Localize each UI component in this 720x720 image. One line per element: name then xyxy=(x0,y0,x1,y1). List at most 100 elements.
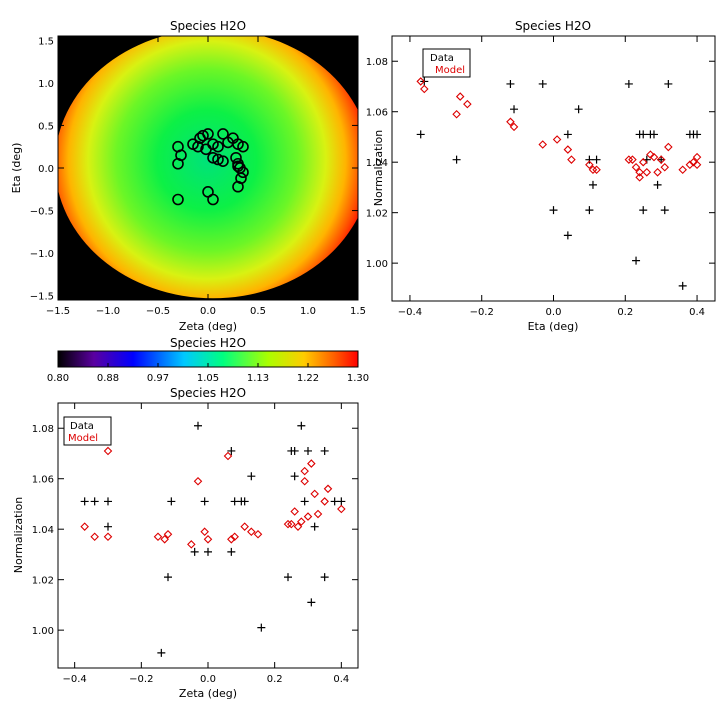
eta-model-point xyxy=(588,165,598,175)
eta-y-tick-label: 1.04 xyxy=(366,158,388,169)
eta-data-point xyxy=(563,130,572,139)
eta-model-point xyxy=(552,135,562,144)
map-point xyxy=(207,193,219,206)
zeta-model-point xyxy=(320,497,329,506)
map-x-tick-label: 0.5 xyxy=(250,306,266,317)
eta-model-point xyxy=(660,162,670,172)
eta-model-point xyxy=(638,157,648,167)
eta-model-point xyxy=(628,155,637,164)
map-point xyxy=(212,153,224,166)
map-y-tick-label: −1.0 xyxy=(30,249,54,260)
eta-model-point xyxy=(463,99,472,109)
eta-y-tick-label: 1.02 xyxy=(366,209,388,220)
zeta-model-point xyxy=(297,517,306,526)
eta-data-point xyxy=(416,130,425,139)
zeta-model-point xyxy=(293,522,303,531)
zeta-legend-box xyxy=(63,416,112,446)
colorbar-tick-label: 1.05 xyxy=(197,373,219,384)
map-title: Species H2O xyxy=(170,19,246,33)
zeta-model-point xyxy=(193,476,203,486)
zeta-legend-data: Data xyxy=(70,421,94,432)
zeta-y-tick-label: 1.00 xyxy=(32,626,54,637)
eta-legend-model: Model xyxy=(435,65,465,76)
colorbar: Species H2O 0.80 0.88 0.97 1.05 1.13 1.22 1.30 xyxy=(47,336,369,384)
zeta-model-point xyxy=(223,451,233,461)
eta-model-point xyxy=(656,155,666,164)
eta-data-point xyxy=(506,79,515,88)
eta-model-point xyxy=(538,140,548,149)
eta-data-point xyxy=(639,206,648,215)
zeta-x-tick-label: 0.0 xyxy=(200,674,216,685)
map-x-tick-label: 1.5 xyxy=(350,306,366,317)
eta-title: Species H2O xyxy=(515,19,591,33)
zeta-data-point xyxy=(247,472,256,481)
zeta-model-point xyxy=(230,532,239,542)
zeta-model-point xyxy=(307,459,316,468)
map-y-tick-label: 1.0 xyxy=(38,79,54,90)
eta-data-point xyxy=(574,105,583,114)
map-point xyxy=(207,151,219,164)
map-points xyxy=(172,128,249,206)
zeta-data-point xyxy=(320,446,329,455)
map-x-tick-label: −1.5 xyxy=(46,306,70,317)
eta-legend-data: Data xyxy=(430,53,454,64)
zeta-data-point xyxy=(200,497,209,506)
zeta-model-point xyxy=(253,529,263,539)
zeta-model-point xyxy=(227,535,236,544)
eta-model-point xyxy=(692,160,702,169)
eta-model-point xyxy=(689,157,698,167)
zeta-model-point xyxy=(310,489,319,499)
map-point xyxy=(232,180,244,193)
zeta-model-point xyxy=(160,535,169,544)
eta-model-point xyxy=(653,168,662,177)
zeta-data-point xyxy=(290,472,299,481)
map-x-label: Zeta (deg) xyxy=(179,320,237,333)
colorbar-tick-label: 1.22 xyxy=(297,373,319,384)
zeta-model-point xyxy=(287,519,296,529)
map-point xyxy=(192,140,204,153)
zeta-model-point xyxy=(247,527,256,536)
colorbar-tick-label: 0.88 xyxy=(97,373,119,384)
eta-data-point xyxy=(632,256,641,265)
zeta-data-point xyxy=(320,573,329,582)
eta-panel: Species H2O −0.4 −0.2 0.0 0.2 0.4 1.00 1.02 1.0… xyxy=(366,19,716,333)
map-y-tick-label: 0.0 xyxy=(38,164,54,175)
colorbar-ticks: 0.80 0.88 0.97 1.05 1.13 1.22 1.30 xyxy=(47,363,369,384)
zeta-x-tick-label: −0.2 xyxy=(129,674,153,685)
zeta-data-point xyxy=(240,497,249,506)
zeta-model-point xyxy=(337,504,346,514)
zeta-x-tick-label: −0.4 xyxy=(63,674,87,685)
map-point xyxy=(194,132,206,144)
zeta-y-tick-label: 1.08 xyxy=(32,424,54,435)
map-x-tick-label: −1.0 xyxy=(96,306,120,317)
eta-model-point xyxy=(585,160,594,169)
eta-model-point xyxy=(509,122,519,132)
map-field xyxy=(58,36,358,299)
eta-model-point xyxy=(455,92,465,101)
eta-data-point xyxy=(563,231,572,240)
zeta-x-tick-label: 0.2 xyxy=(267,674,283,685)
zeta-data-point xyxy=(297,421,306,430)
zeta-data-point xyxy=(300,497,309,506)
map-y-tick-label: 1.5 xyxy=(38,36,54,47)
eta-model-point xyxy=(642,168,652,177)
map-y-tick-label: 0.5 xyxy=(38,121,54,132)
zeta-model-point xyxy=(200,527,209,536)
zeta-model-point xyxy=(163,529,173,539)
zeta-model-point xyxy=(80,522,89,531)
map-point xyxy=(212,140,224,153)
map-x-axis: −1.5 −1.0 −0.5 0.0 0.5 1.0 1.5 xyxy=(46,36,366,317)
zeta-data-point xyxy=(307,598,316,607)
eta-data-point xyxy=(657,155,666,164)
zeta-data-point xyxy=(157,648,166,657)
zeta-model-point xyxy=(153,532,163,542)
map-y-axis: −1.5 −1.0 −0.5 0.0 0.5 1.0 1.5 xyxy=(30,36,358,303)
map-point xyxy=(175,149,187,162)
colorbar-tick-label: 1.13 xyxy=(247,373,269,384)
eta-data-point xyxy=(585,206,594,215)
eta-data-point xyxy=(585,155,594,164)
zeta-model-point xyxy=(303,512,313,521)
eta-data-point xyxy=(624,79,633,88)
zeta-model-point xyxy=(103,532,113,542)
zeta-data-point xyxy=(257,623,266,632)
